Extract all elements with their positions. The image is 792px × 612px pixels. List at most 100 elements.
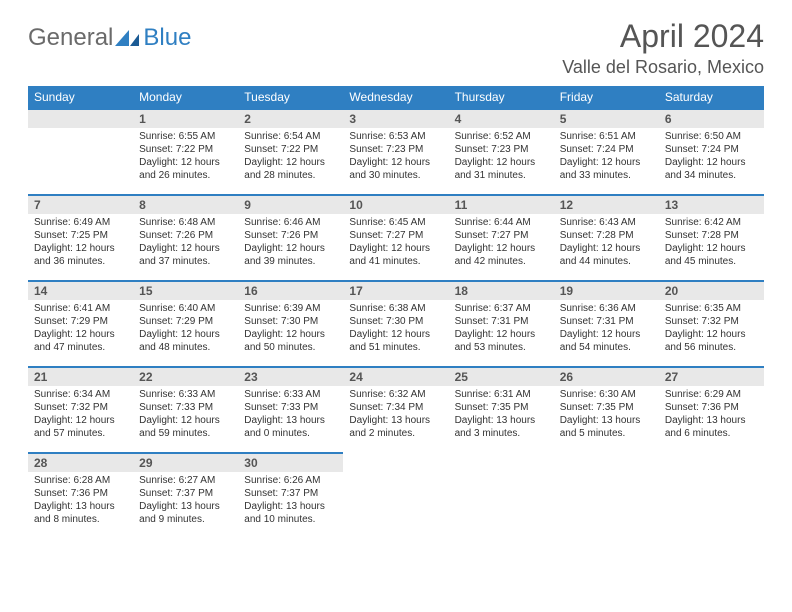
day-content: Sunrise: 6:33 AMSunset: 7:33 PMDaylight:… <box>133 386 238 444</box>
daylight-line: Daylight: 13 hours and 6 minutes. <box>665 414 758 440</box>
weekday-header: Tuesday <box>238 86 343 108</box>
day-content: Sunrise: 6:53 AMSunset: 7:23 PMDaylight:… <box>343 128 448 186</box>
calendar-day-cell: 28Sunrise: 6:28 AMSunset: 7:36 PMDayligh… <box>28 452 133 538</box>
sunrise-line: Sunrise: 6:30 AM <box>560 388 653 401</box>
location: Valle del Rosario, Mexico <box>562 57 764 78</box>
calendar-day-cell: 24Sunrise: 6:32 AMSunset: 7:34 PMDayligh… <box>343 366 448 452</box>
calendar-day-cell: 30Sunrise: 6:26 AMSunset: 7:37 PMDayligh… <box>238 452 343 538</box>
calendar-day-cell: 27Sunrise: 6:29 AMSunset: 7:36 PMDayligh… <box>659 366 764 452</box>
day-number-bar: 17 <box>343 280 448 300</box>
daylight-line: Daylight: 12 hours and 41 minutes. <box>349 242 442 268</box>
calendar-day-cell: 21Sunrise: 6:34 AMSunset: 7:32 PMDayligh… <box>28 366 133 452</box>
daylight-line: Daylight: 12 hours and 42 minutes. <box>455 242 548 268</box>
day-content: Sunrise: 6:37 AMSunset: 7:31 PMDaylight:… <box>449 300 554 358</box>
day-content: Sunrise: 6:49 AMSunset: 7:25 PMDaylight:… <box>28 214 133 272</box>
day-number-bar: 25 <box>449 366 554 386</box>
calendar-day-cell: 10Sunrise: 6:45 AMSunset: 7:27 PMDayligh… <box>343 194 448 280</box>
sunrise-line: Sunrise: 6:35 AM <box>665 302 758 315</box>
sunset-line: Sunset: 7:22 PM <box>244 143 337 156</box>
daylight-line: Daylight: 12 hours and 53 minutes. <box>455 328 548 354</box>
sunset-line: Sunset: 7:32 PM <box>34 401 127 414</box>
daylight-line: Daylight: 12 hours and 47 minutes. <box>34 328 127 354</box>
daylight-line: Daylight: 12 hours and 48 minutes. <box>139 328 232 354</box>
sunset-line: Sunset: 7:27 PM <box>349 229 442 242</box>
daylight-line: Daylight: 13 hours and 3 minutes. <box>455 414 548 440</box>
calendar-day-cell: 9Sunrise: 6:46 AMSunset: 7:26 PMDaylight… <box>238 194 343 280</box>
daylight-line: Daylight: 12 hours and 36 minutes. <box>34 242 127 268</box>
sunset-line: Sunset: 7:36 PM <box>34 487 127 500</box>
sunrise-line: Sunrise: 6:44 AM <box>455 216 548 229</box>
day-number-bar: 11 <box>449 194 554 214</box>
daylight-line: Daylight: 12 hours and 31 minutes. <box>455 156 548 182</box>
sunset-line: Sunset: 7:31 PM <box>560 315 653 328</box>
sunset-line: Sunset: 7:28 PM <box>560 229 653 242</box>
page-title: April 2024 <box>562 18 764 55</box>
sunset-line: Sunset: 7:29 PM <box>139 315 232 328</box>
day-number-bar: 28 <box>28 452 133 472</box>
sunset-line: Sunset: 7:26 PM <box>139 229 232 242</box>
day-number-bar: 2 <box>238 108 343 128</box>
calendar-day-cell: 20Sunrise: 6:35 AMSunset: 7:32 PMDayligh… <box>659 280 764 366</box>
day-content: Sunrise: 6:26 AMSunset: 7:37 PMDaylight:… <box>238 472 343 530</box>
calendar-day-cell: 1Sunrise: 6:55 AMSunset: 7:22 PMDaylight… <box>133 108 238 194</box>
calendar-day-cell: 6Sunrise: 6:50 AMSunset: 7:24 PMDaylight… <box>659 108 764 194</box>
weekday-header: Wednesday <box>343 86 448 108</box>
sunset-line: Sunset: 7:35 PM <box>455 401 548 414</box>
title-block: April 2024 Valle del Rosario, Mexico <box>562 18 764 78</box>
sunset-line: Sunset: 7:30 PM <box>244 315 337 328</box>
sunrise-line: Sunrise: 6:36 AM <box>560 302 653 315</box>
daylight-line: Daylight: 12 hours and 33 minutes. <box>560 156 653 182</box>
calendar-header: SundayMondayTuesdayWednesdayThursdayFrid… <box>28 86 764 108</box>
day-number-bar: 14 <box>28 280 133 300</box>
day-number-bar: 7 <box>28 194 133 214</box>
sunset-line: Sunset: 7:34 PM <box>349 401 442 414</box>
sunset-line: Sunset: 7:23 PM <box>455 143 548 156</box>
calendar-day-cell: 16Sunrise: 6:39 AMSunset: 7:30 PMDayligh… <box>238 280 343 366</box>
sunrise-line: Sunrise: 6:45 AM <box>349 216 442 229</box>
day-content: Sunrise: 6:33 AMSunset: 7:33 PMDaylight:… <box>238 386 343 444</box>
calendar-week-row: 28Sunrise: 6:28 AMSunset: 7:36 PMDayligh… <box>28 452 764 538</box>
calendar-day-cell: 4Sunrise: 6:52 AMSunset: 7:23 PMDaylight… <box>449 108 554 194</box>
sunrise-line: Sunrise: 6:39 AM <box>244 302 337 315</box>
day-number-bar: 22 <box>133 366 238 386</box>
day-number-bar: 23 <box>238 366 343 386</box>
day-number-bar: 1 <box>133 108 238 128</box>
sunrise-line: Sunrise: 6:55 AM <box>139 130 232 143</box>
day-content: Sunrise: 6:31 AMSunset: 7:35 PMDaylight:… <box>449 386 554 444</box>
day-number-bar: 6 <box>659 108 764 128</box>
sunset-line: Sunset: 7:30 PM <box>349 315 442 328</box>
calendar-day-cell: 14Sunrise: 6:41 AMSunset: 7:29 PMDayligh… <box>28 280 133 366</box>
sunrise-line: Sunrise: 6:27 AM <box>139 474 232 487</box>
calendar-day-cell <box>343 452 448 538</box>
daylight-line: Daylight: 12 hours and 30 minutes. <box>349 156 442 182</box>
daylight-line: Daylight: 12 hours and 54 minutes. <box>560 328 653 354</box>
day-number-bar: 18 <box>449 280 554 300</box>
day-content: Sunrise: 6:30 AMSunset: 7:35 PMDaylight:… <box>554 386 659 444</box>
daylight-line: Daylight: 12 hours and 50 minutes. <box>244 328 337 354</box>
sunrise-line: Sunrise: 6:26 AM <box>244 474 337 487</box>
calendar-day-cell: 17Sunrise: 6:38 AMSunset: 7:30 PMDayligh… <box>343 280 448 366</box>
calendar-week-row: 14Sunrise: 6:41 AMSunset: 7:29 PMDayligh… <box>28 280 764 366</box>
sunset-line: Sunset: 7:25 PM <box>34 229 127 242</box>
calendar-day-cell: 22Sunrise: 6:33 AMSunset: 7:33 PMDayligh… <box>133 366 238 452</box>
daylight-line: Daylight: 12 hours and 37 minutes. <box>139 242 232 268</box>
sunrise-line: Sunrise: 6:52 AM <box>455 130 548 143</box>
day-number-bar: 24 <box>343 366 448 386</box>
sunrise-line: Sunrise: 6:50 AM <box>665 130 758 143</box>
day-content: Sunrise: 6:45 AMSunset: 7:27 PMDaylight:… <box>343 214 448 272</box>
day-number-bar: 15 <box>133 280 238 300</box>
calendar-day-cell: 15Sunrise: 6:40 AMSunset: 7:29 PMDayligh… <box>133 280 238 366</box>
calendar-day-cell <box>554 452 659 538</box>
day-content: Sunrise: 6:55 AMSunset: 7:22 PMDaylight:… <box>133 128 238 186</box>
header: General Blue April 2024 Valle del Rosari… <box>28 18 764 78</box>
day-content: Sunrise: 6:38 AMSunset: 7:30 PMDaylight:… <box>343 300 448 358</box>
calendar-day-cell: 13Sunrise: 6:42 AMSunset: 7:28 PMDayligh… <box>659 194 764 280</box>
day-content: Sunrise: 6:34 AMSunset: 7:32 PMDaylight:… <box>28 386 133 444</box>
day-content: Sunrise: 6:36 AMSunset: 7:31 PMDaylight:… <box>554 300 659 358</box>
daylight-line: Daylight: 13 hours and 5 minutes. <box>560 414 653 440</box>
day-number-bar: 12 <box>554 194 659 214</box>
sunrise-line: Sunrise: 6:33 AM <box>139 388 232 401</box>
sunset-line: Sunset: 7:26 PM <box>244 229 337 242</box>
day-content: Sunrise: 6:41 AMSunset: 7:29 PMDaylight:… <box>28 300 133 358</box>
weekday-header: Friday <box>554 86 659 108</box>
